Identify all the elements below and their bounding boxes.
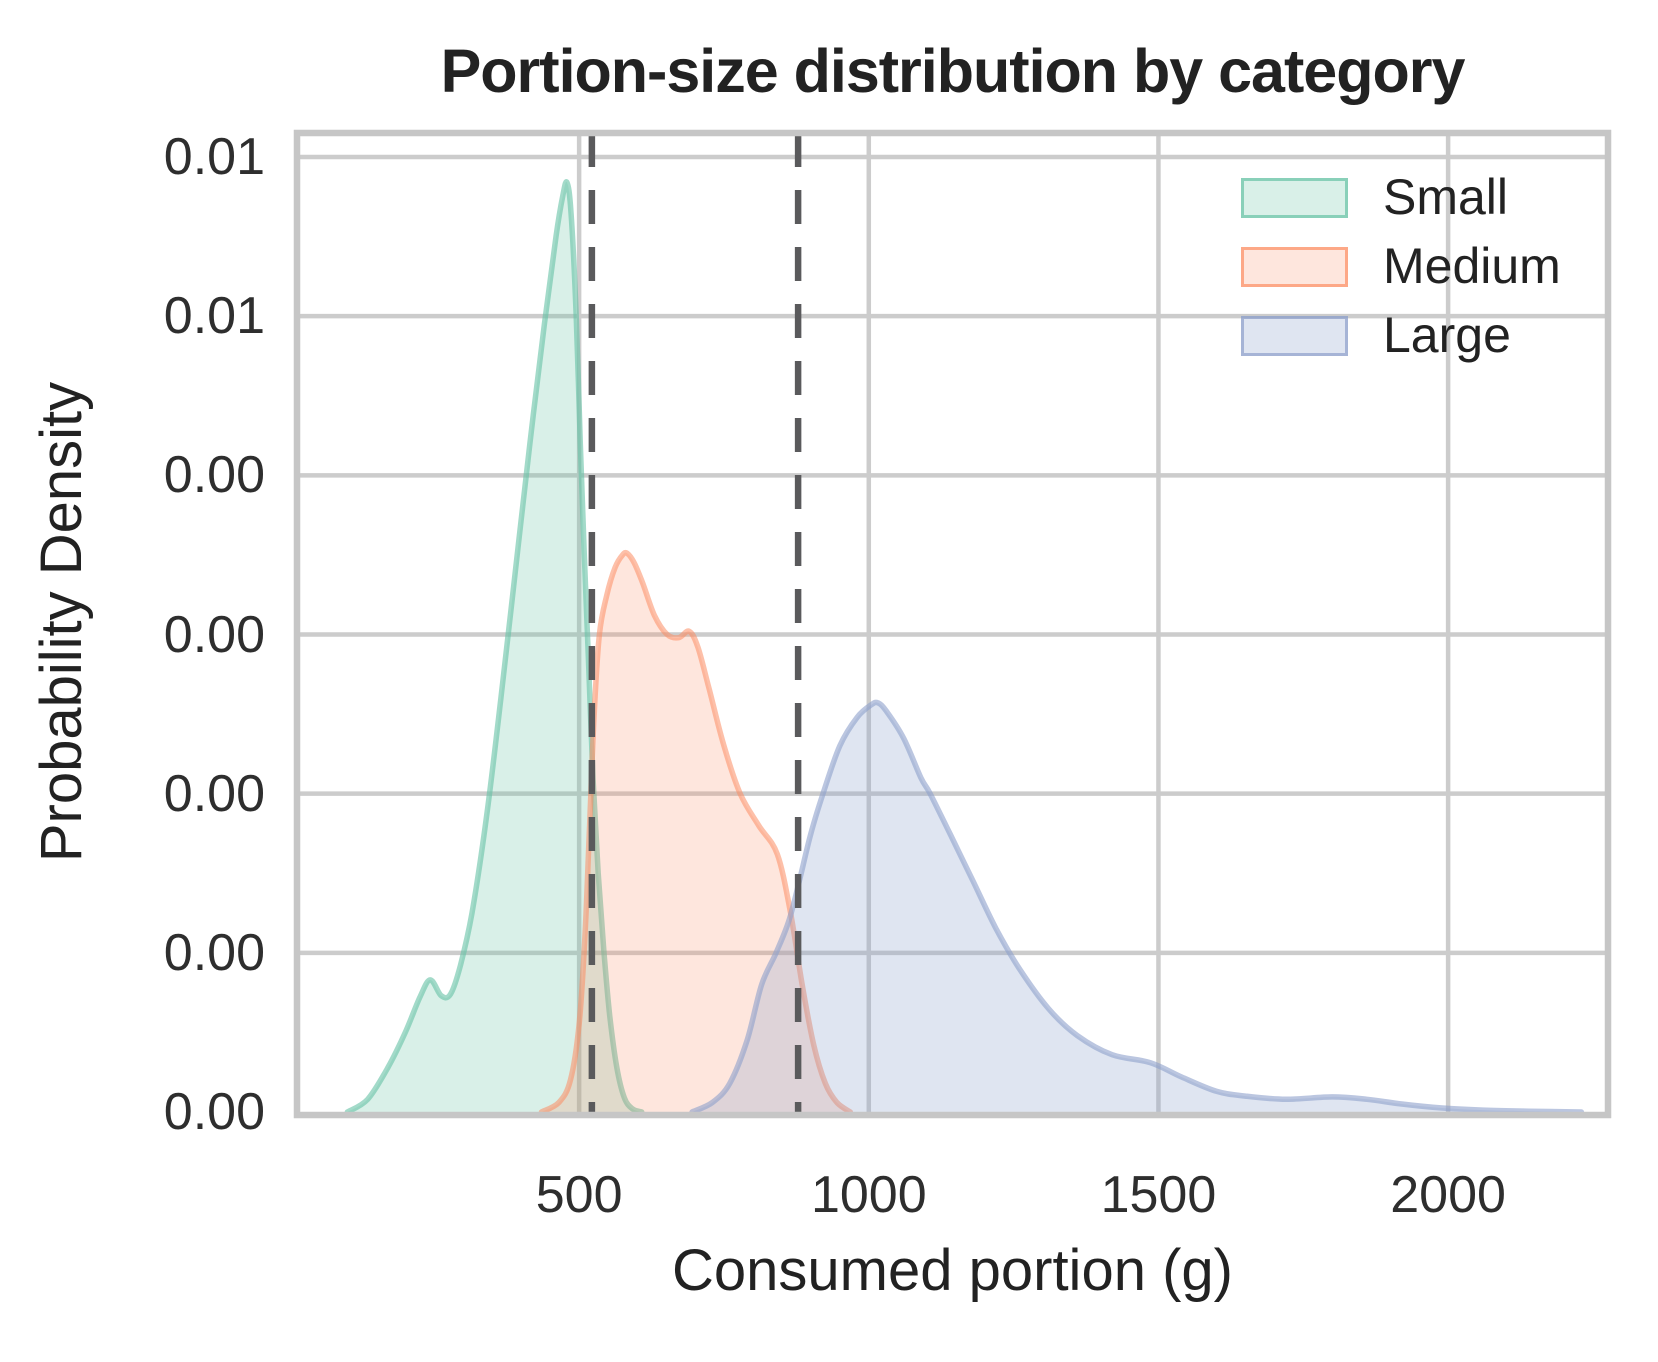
legend-label: Medium	[1383, 238, 1561, 294]
legend-swatch	[1241, 315, 1348, 356]
x-tick-label: 1000	[810, 1166, 927, 1224]
gridlines	[297, 133, 1608, 1117]
x-tick-label: 1500	[1100, 1166, 1217, 1224]
y-tick-label: 0.01	[163, 287, 265, 346]
legend: Small Medium Large	[1241, 169, 1561, 363]
legend-label: Small	[1383, 169, 1509, 225]
density-fill	[692, 702, 1582, 1112]
density-curve-large	[689, 699, 1585, 1115]
axes-border	[293, 129, 1612, 1119]
y-tick-label: 0.00	[163, 446, 265, 505]
y-tick-label: 0.00	[163, 923, 265, 982]
legend-entry-small: Small	[1241, 169, 1561, 225]
legend-swatch	[1241, 246, 1348, 287]
y-tick-label: 0.00	[163, 1083, 265, 1141]
density-fill	[541, 552, 851, 1112]
legend-label: Large	[1383, 307, 1511, 363]
legend-entry-medium: Medium	[1241, 238, 1561, 294]
legend-entry-large: Large	[1241, 307, 1561, 363]
x-axis-label: Consumed portion (g)	[672, 1238, 1233, 1303]
density-line	[344, 179, 645, 1115]
density-fill	[347, 181, 642, 1113]
legend-swatch	[1241, 177, 1348, 218]
density-line	[689, 699, 1585, 1115]
y-tick-label: 0.00	[163, 764, 265, 823]
chart-title: Portion-size distribution by category	[440, 37, 1466, 105]
x-tick-label: 500	[535, 1166, 623, 1224]
density-curve-small	[344, 179, 645, 1115]
x-tick-label: 2000	[1390, 1166, 1506, 1224]
y-tick-label: 0.01	[163, 128, 265, 186]
y-tick-label: 0.00	[163, 605, 265, 664]
